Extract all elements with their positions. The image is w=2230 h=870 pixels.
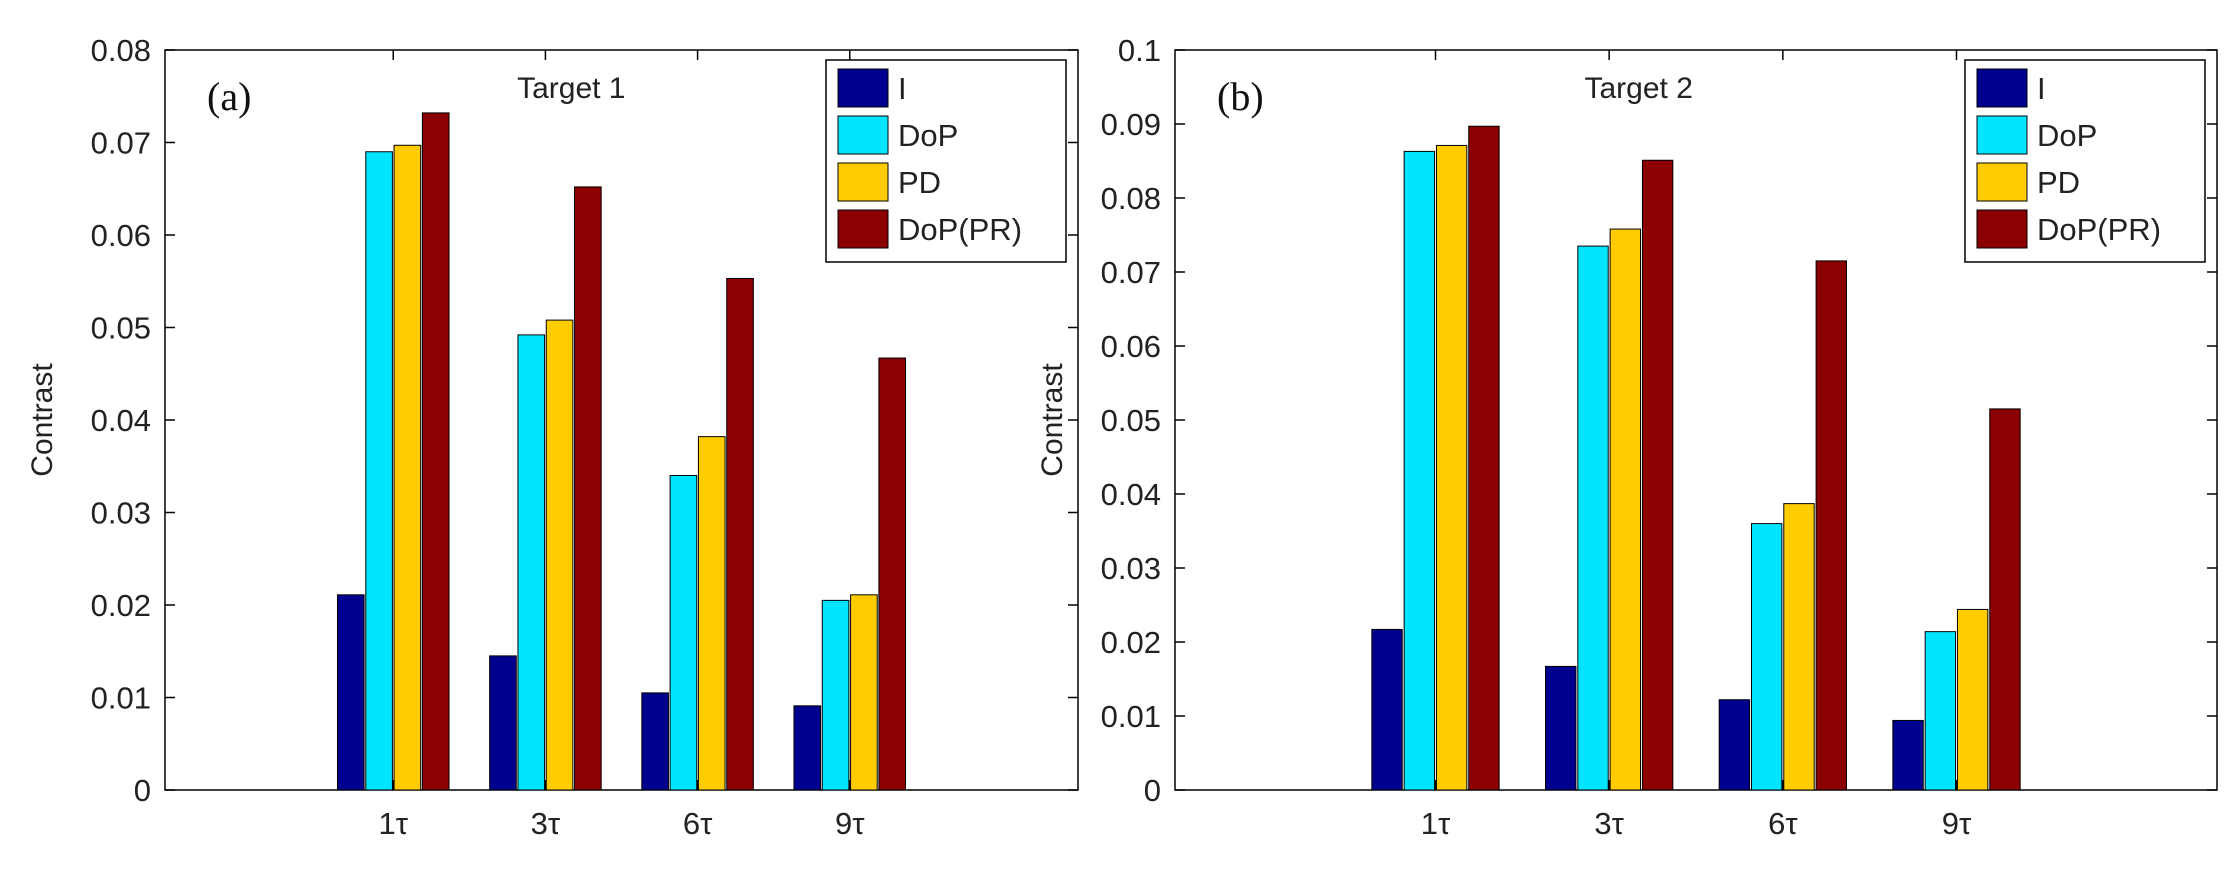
- panel-b: 0 0.01 0.02 0.03 0.04 0.05 0.06 0.07 0.08 0.09 0.1…: [1036, 33, 2218, 841]
- legend-label: DoP(PR): [898, 212, 1022, 247]
- bar-i-4: [1892, 719, 1924, 791]
- x-tick-label: 3τ: [531, 806, 561, 841]
- legend-swatch: [1976, 162, 2028, 202]
- x-tick-label: 3τ: [1594, 806, 1624, 841]
- bar-pd-4: [1956, 608, 1989, 791]
- bar-dop-pr-3: [726, 277, 754, 791]
- bar-dop-pr-2: [1641, 159, 1674, 791]
- legend-swatch: [837, 162, 889, 202]
- x-tick-label: 6τ: [683, 806, 713, 841]
- y-tick-label: 0.03: [91, 496, 151, 531]
- bar-i-3: [1718, 699, 1751, 791]
- legend-label: DoP: [2037, 118, 2097, 153]
- bar-i-2: [489, 655, 517, 791]
- y-tick-label: 0.1: [1118, 33, 1161, 68]
- bar-i-2: [1545, 665, 1577, 791]
- bar-dop-3: [669, 475, 698, 791]
- legend-swatch: [1976, 209, 2028, 249]
- y-tick-label: 0.08: [91, 33, 151, 68]
- bar-pd-2: [545, 319, 574, 791]
- bar-dop-pr-4: [878, 357, 907, 791]
- bar-dop-4: [821, 599, 850, 791]
- bar-dop-2: [517, 334, 546, 791]
- legend-label: I: [2037, 71, 2046, 106]
- y-tick-label: 0: [134, 773, 151, 808]
- legend-swatch: [837, 115, 889, 155]
- y-tick-label: 0.02: [1101, 625, 1161, 660]
- bar-dop-pr-3: [1815, 260, 1847, 791]
- bar-dop-pr-4: [1989, 408, 2021, 791]
- y-axis-label: Contrast: [26, 363, 59, 477]
- y-tick-label: 0.07: [91, 126, 151, 161]
- y-tick-label: 0.01: [91, 681, 151, 716]
- bar-dop-1: [365, 151, 393, 791]
- bar-dop-pr-2: [574, 186, 602, 791]
- x-tick-label: 1τ: [379, 806, 409, 841]
- legend-label: PD: [898, 165, 941, 200]
- bar-dop-4: [1924, 631, 1957, 791]
- legend-swatch: [1976, 68, 2028, 108]
- y-tick-label: 0.06: [1101, 329, 1161, 364]
- bar-i-4: [793, 705, 822, 791]
- y-tick-label: 0.05: [1101, 403, 1161, 438]
- y-tick-label: 0.09: [1101, 107, 1161, 142]
- bar-i-1: [336, 594, 365, 791]
- y-tick-label: 0.08: [1101, 181, 1161, 216]
- x-tick-label: 1τ: [1421, 806, 1451, 841]
- x-tick-label: 9τ: [835, 806, 865, 841]
- y-tick-label: 0.03: [1101, 551, 1161, 586]
- y-tick-label: 0.07: [1101, 255, 1161, 290]
- legend-label: DoP(PR): [2037, 212, 2161, 247]
- bar-pd-3: [1783, 503, 1815, 791]
- bar-dop-2: [1577, 245, 1609, 791]
- bar-pd-2: [1609, 228, 1642, 791]
- legend-swatch: [1976, 115, 2028, 155]
- bar-dop-1: [1403, 150, 1436, 791]
- chart-title: Target 1: [517, 72, 625, 105]
- y-tick-label: 0.05: [91, 311, 151, 346]
- panel-a: 0 0.01 0.02 0.03 0.04 0.05 0.06 0.07 0.08 Contras…: [26, 33, 1079, 841]
- y-tick-label: 0.04: [1101, 477, 1161, 512]
- chart-title: Target 2: [1584, 72, 1692, 105]
- y-tick-label: 0.04: [91, 403, 151, 438]
- bar-dop-pr-1: [1468, 125, 1500, 791]
- bar-i-3: [641, 692, 669, 791]
- legend-label: DoP: [898, 118, 958, 153]
- y-tick-label: 0: [1144, 773, 1161, 808]
- bar-pd-4: [850, 594, 878, 791]
- bar-pd-1: [393, 144, 422, 791]
- y-tick-label: 0.02: [91, 588, 151, 623]
- legend-swatch: [837, 68, 889, 108]
- bar-dop-pr-1: [421, 112, 450, 791]
- bar-dop-3: [1750, 523, 1783, 791]
- y-tick-label: 0.01: [1101, 699, 1161, 734]
- x-tick-label: 6τ: [1768, 806, 1798, 841]
- legend-swatch: [837, 209, 889, 249]
- panel-label: (a): [207, 74, 251, 119]
- panel-label: (b): [1217, 74, 1264, 119]
- bar-pd-3: [697, 436, 726, 791]
- legend-label: I: [898, 71, 907, 106]
- y-tick-label: 0.06: [91, 218, 151, 253]
- bar-i-1: [1371, 628, 1403, 791]
- legend-label: PD: [2037, 165, 2080, 200]
- bar-pd-1: [1435, 144, 1468, 791]
- y-axis-label: Contrast: [1036, 363, 1069, 477]
- x-tick-label: 9τ: [1942, 806, 1972, 841]
